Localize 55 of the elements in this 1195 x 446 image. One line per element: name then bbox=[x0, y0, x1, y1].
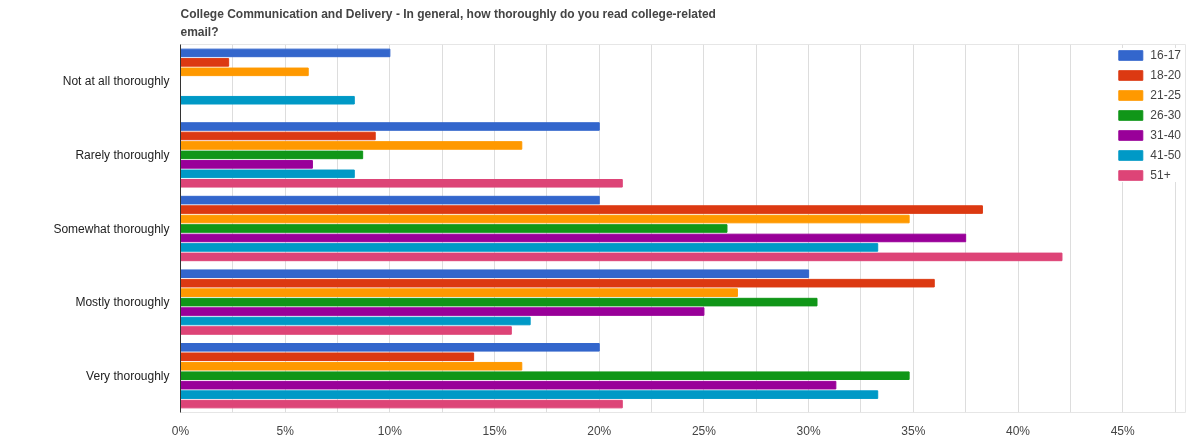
y-tick-label: Mostly thoroughly bbox=[75, 295, 170, 310]
bar bbox=[180, 361, 523, 371]
x-tick-label: 25% bbox=[691, 423, 717, 438]
x-tick-label: 5% bbox=[276, 423, 295, 438]
legend-label: 18-20 bbox=[1150, 68, 1181, 82]
x-tick-label: 15% bbox=[482, 423, 507, 438]
y-tick-label: Very thoroughly bbox=[86, 368, 170, 383]
bar bbox=[180, 150, 364, 160]
bar bbox=[180, 352, 475, 362]
x-tick-label: 10% bbox=[377, 423, 403, 438]
bar bbox=[180, 297, 818, 307]
x-tick-label: 40% bbox=[1005, 423, 1031, 438]
bar bbox=[180, 160, 313, 169]
y-tick-label: Rarely thoroughly bbox=[75, 147, 170, 162]
bar bbox=[180, 399, 623, 409]
x-tick-label: 20% bbox=[587, 423, 612, 438]
bar bbox=[180, 214, 910, 224]
bar bbox=[180, 278, 935, 288]
y-tick-label: Not at all thoroughly bbox=[62, 74, 170, 89]
legend-label: 41-50 bbox=[1150, 148, 1181, 162]
bar bbox=[180, 269, 810, 278]
bar bbox=[180, 122, 600, 131]
chart-title: College Communication and Delivery - In general, how thoroughly do you read college-related email? bbox=[180, 7, 716, 40]
x-tick-label: 0% bbox=[171, 423, 190, 438]
bar bbox=[180, 307, 705, 316]
bar bbox=[180, 131, 376, 141]
bar bbox=[180, 233, 967, 243]
bar bbox=[180, 48, 391, 58]
bar bbox=[180, 195, 600, 205]
bar bbox=[180, 95, 355, 105]
legend-label: 31-40 bbox=[1150, 128, 1181, 142]
bar bbox=[180, 179, 623, 188]
bar bbox=[180, 224, 728, 233]
bar bbox=[180, 371, 910, 380]
bar bbox=[180, 288, 738, 297]
legend-label: 21-25 bbox=[1150, 88, 1181, 102]
bar bbox=[180, 169, 355, 179]
legend-label: 26-30 bbox=[1150, 108, 1181, 122]
bar bbox=[180, 141, 523, 150]
bar bbox=[180, 343, 600, 352]
bar bbox=[180, 390, 879, 399]
bar bbox=[180, 58, 230, 67]
x-tick-label: 45% bbox=[1110, 423, 1136, 438]
bar bbox=[180, 67, 309, 77]
legend-label: 51+ bbox=[1150, 168, 1171, 182]
bar bbox=[180, 243, 879, 252]
bar bbox=[180, 380, 837, 390]
bar bbox=[180, 316, 531, 326]
bar bbox=[180, 326, 512, 335]
x-tick-label: 30% bbox=[796, 423, 821, 438]
bar bbox=[180, 252, 1063, 262]
bar bbox=[180, 205, 983, 214]
y-tick-label: Somewhat thoroughly bbox=[53, 221, 170, 236]
legend-label: 16-17 bbox=[1150, 48, 1181, 62]
x-tick-label: 35% bbox=[901, 423, 926, 438]
